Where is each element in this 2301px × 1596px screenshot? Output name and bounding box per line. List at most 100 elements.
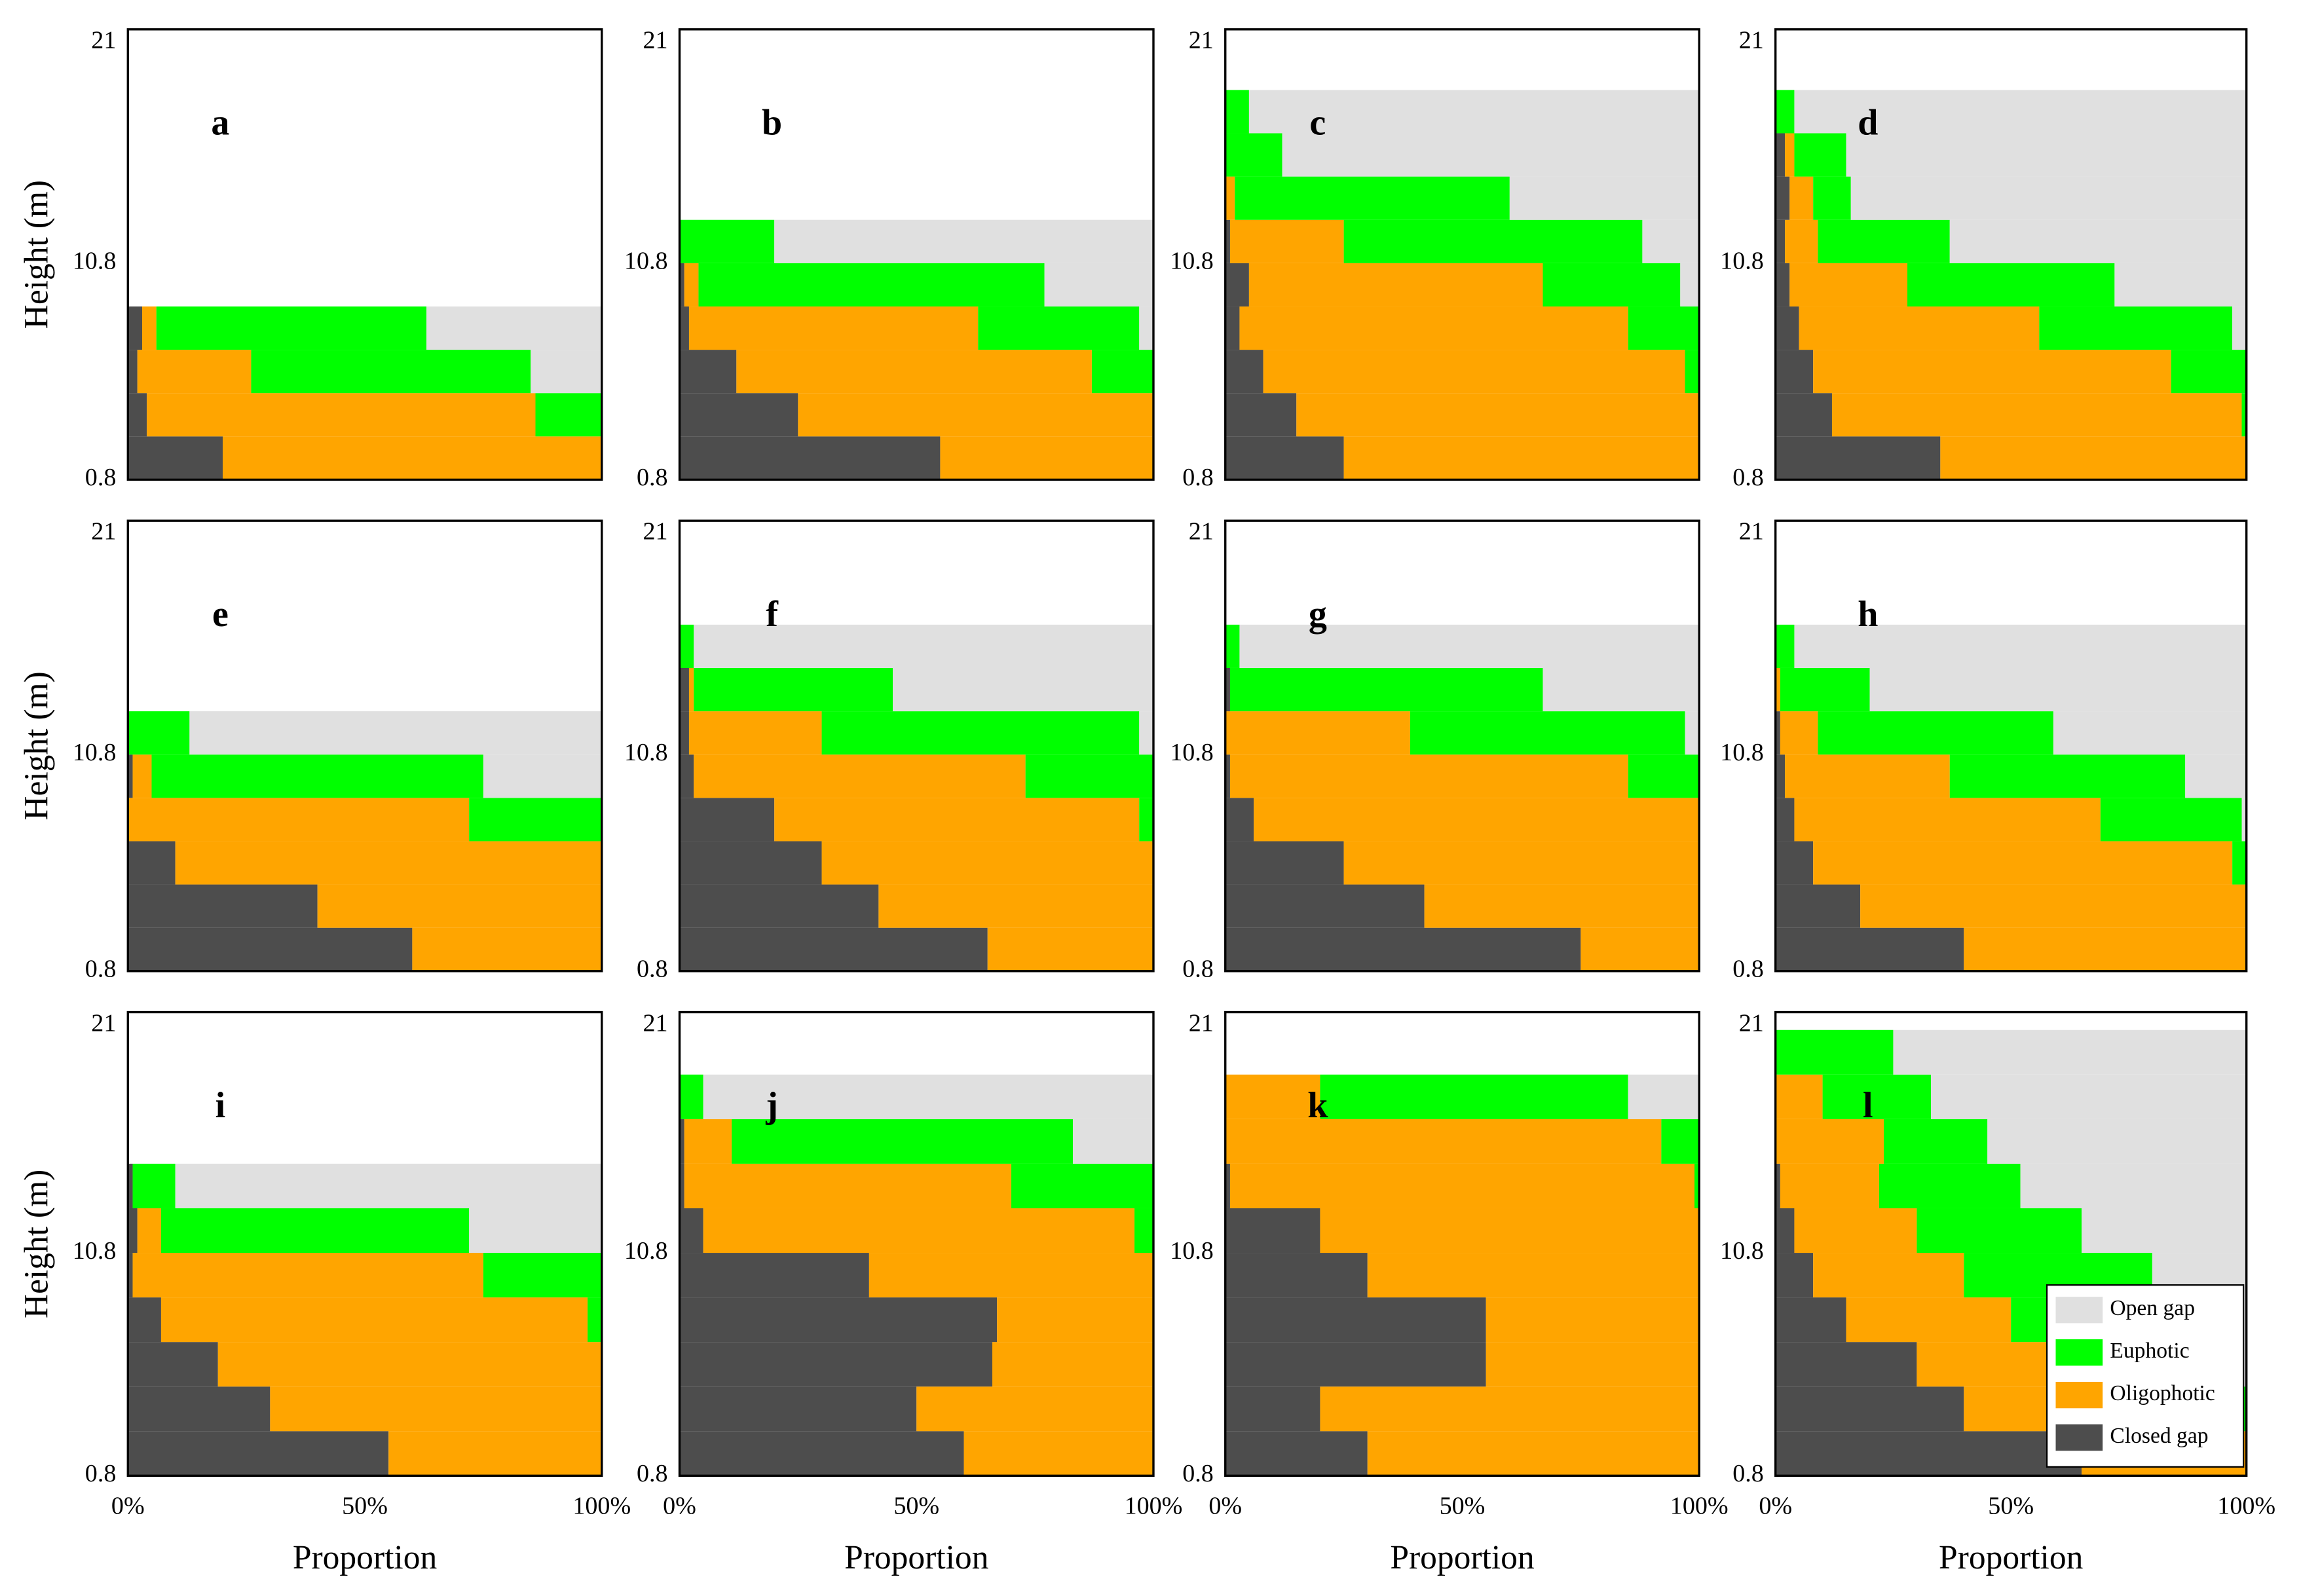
bar-segment <box>137 1208 161 1253</box>
panel-letter: j <box>765 1085 778 1126</box>
y-tick-label: 0.8 <box>637 464 668 491</box>
x-tick-label: 50% <box>342 1492 388 1519</box>
x-axis-label: Proportion <box>293 1539 437 1576</box>
bar-segment <box>916 1386 1153 1432</box>
x-tick-label: 0% <box>663 1492 696 1519</box>
bar-segment <box>1139 711 1153 755</box>
bar-segment <box>774 798 1140 842</box>
bar-segment <box>869 1253 1153 1298</box>
y-tick-label: 10.8 <box>1720 1237 1764 1265</box>
bar-segment <box>1254 798 1700 842</box>
bar-segment <box>1775 624 1795 668</box>
bar-segment <box>128 1431 389 1476</box>
bar-segment <box>1225 1297 1486 1343</box>
y-tick-label: 10.8 <box>1170 248 1214 275</box>
bar-segment <box>1225 1253 1368 1298</box>
bar-segment <box>175 841 602 885</box>
bar-segment <box>1785 133 1795 177</box>
bar-segment <box>1225 711 1410 755</box>
bar-segment <box>531 350 602 394</box>
bar-segment <box>128 1163 133 1208</box>
bar-segment <box>1940 436 2247 480</box>
bar-segment <box>684 263 699 306</box>
y-axis-label: Height (m) <box>18 671 56 820</box>
bar-segment <box>679 884 879 928</box>
bar-segment <box>1893 1030 2247 1075</box>
bar-segment <box>1343 436 1700 480</box>
bar-segment <box>217 1342 602 1387</box>
bar-segment <box>774 219 1153 263</box>
bar-segment <box>2241 798 2247 842</box>
legend-label: Oligophotic <box>2110 1381 2215 1405</box>
bar-segment <box>1011 1163 1153 1208</box>
y-tick-label: 0.8 <box>85 464 117 491</box>
bar-segment <box>412 927 602 971</box>
bar-segment <box>1543 263 1681 306</box>
bar-segment <box>128 927 413 971</box>
bar-segment <box>1235 176 1510 220</box>
bar-segment <box>1775 1253 1814 1298</box>
bar-segment <box>1775 90 1795 134</box>
bar-segment <box>978 306 1140 350</box>
bar-segment <box>1239 624 1700 668</box>
bar-segment <box>1509 176 1700 220</box>
bar-segment <box>1320 1208 1700 1253</box>
bar-segment <box>1775 1342 1917 1387</box>
bar-segment <box>1794 133 1846 177</box>
y-tick-label: 21 <box>643 26 668 54</box>
y-tick-label: 10.8 <box>1170 739 1214 766</box>
bar-segment <box>703 1074 1153 1119</box>
x-tick-label: 100% <box>2217 1492 2275 1519</box>
bar-segment <box>1775 884 1861 928</box>
legend-label: Euphotic <box>2110 1339 2189 1363</box>
bar-segment <box>684 1119 732 1164</box>
bar-segment <box>1775 1208 1795 1253</box>
bar-segment <box>1225 436 1344 480</box>
bar-segment <box>1884 1119 1988 1164</box>
x-tick-label: 50% <box>1988 1492 2034 1519</box>
bar-segment <box>1225 1386 1320 1432</box>
bar-segment <box>128 306 143 350</box>
panel-letter: i <box>215 1085 226 1126</box>
bar-segment <box>1799 306 2040 350</box>
y-tick-label: 10.8 <box>624 1237 668 1265</box>
bar-segment <box>1917 1208 2082 1253</box>
x-tick-label: 100% <box>1125 1492 1183 1519</box>
bar-segment <box>1949 754 2186 798</box>
bar-segment <box>1775 1297 1846 1343</box>
x-tick-label: 100% <box>572 1492 631 1519</box>
bar-segment <box>1296 393 1700 437</box>
panel-letter: d <box>1858 102 1878 143</box>
bar-segment <box>128 1342 218 1387</box>
bar-segment <box>2020 1163 2247 1208</box>
bar-segment <box>483 1253 602 1298</box>
y-tick-label: 0.8 <box>1182 956 1214 983</box>
y-tick-label: 0.8 <box>1732 956 1764 983</box>
bar-segment <box>679 1386 917 1432</box>
bar-segment <box>175 1163 602 1208</box>
bar-segment <box>1794 798 2101 842</box>
y-tick-label: 21 <box>1189 1010 1214 1037</box>
bar-segment <box>1949 219 2247 263</box>
bar-segment <box>821 841 1153 885</box>
bar-segment <box>992 1342 1153 1387</box>
bar-segment <box>679 711 689 755</box>
y-tick-label: 0.8 <box>1182 464 1214 491</box>
bar-segment <box>132 1163 176 1208</box>
x-tick-label: 0% <box>111 1492 145 1519</box>
bar-segment <box>1775 798 1795 842</box>
bar-segment <box>679 624 694 668</box>
legend-label: Open gap <box>2110 1296 2195 1320</box>
bar-segment <box>1775 133 1786 177</box>
bar-segment <box>128 436 223 480</box>
bar-segment <box>1813 1253 1964 1298</box>
bar-segment <box>679 1074 703 1119</box>
bar-segment <box>684 1163 1011 1208</box>
bar-segment <box>688 711 822 755</box>
bar-segment <box>1775 176 1790 220</box>
bar-segment <box>1225 1074 1320 1119</box>
plot-frame <box>678 28 1155 481</box>
bar-segment <box>1139 306 1153 350</box>
y-tick-label: 10.8 <box>73 1237 117 1265</box>
bar-segment <box>1225 263 1249 306</box>
